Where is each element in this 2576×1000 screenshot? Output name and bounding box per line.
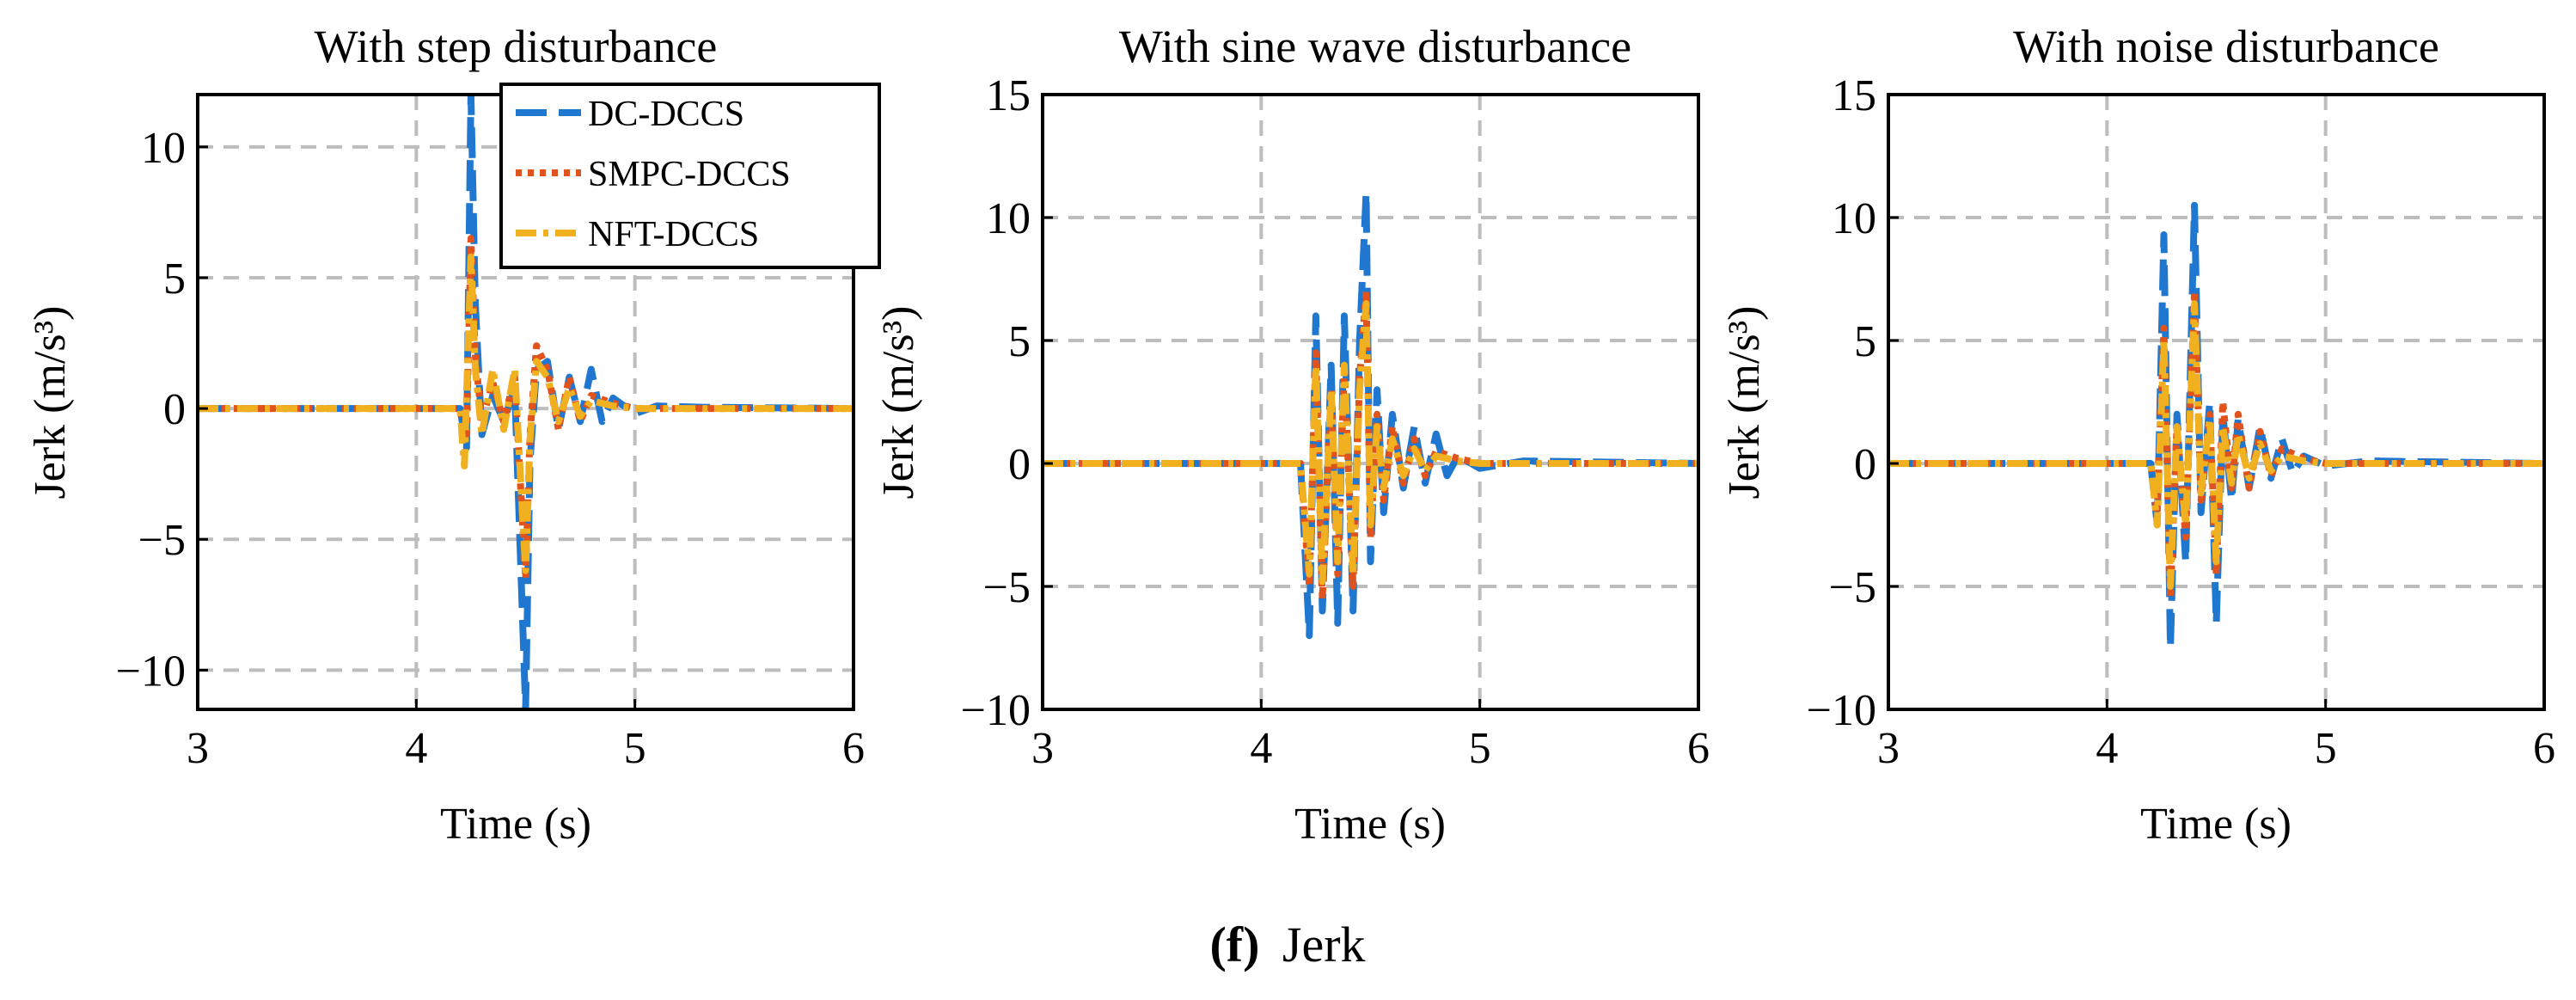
series-dc-dccs-line bbox=[1888, 201, 2544, 652]
x-tick-label: 6 bbox=[842, 724, 865, 773]
panel-noise: With noise disturbance 3 4 5 6 15 10 5 0 −5 −10 T… bbox=[1720, 21, 2555, 849]
series-nft-dccs-line bbox=[1888, 300, 2544, 590]
y-tick-label: 15 bbox=[986, 71, 1031, 120]
y-tick-label: 10 bbox=[141, 124, 186, 173]
x-tick-label: 5 bbox=[2315, 724, 2337, 773]
series-dc-dccs-line bbox=[198, 95, 854, 709]
series-nft-dccs-line bbox=[1043, 300, 1698, 586]
x-axis-label: Time (s) bbox=[2140, 800, 2291, 849]
series-layer bbox=[1043, 189, 1698, 640]
panel-sine: With sine wave disturbance 3 4 5 6 15 10 5 0 −5 −… bbox=[874, 21, 1710, 849]
caption-label: (f) bbox=[1209, 917, 1259, 972]
x-tick-label: 5 bbox=[624, 724, 646, 773]
y-tick-label: 5 bbox=[1008, 317, 1031, 366]
plot-frame bbox=[1041, 93, 1700, 711]
x-tick-label: 3 bbox=[187, 724, 209, 773]
x-tick-label: 6 bbox=[2533, 724, 2555, 773]
legend-label-nft: NFT-DCCS bbox=[588, 215, 759, 255]
caption-text: Jerk bbox=[1282, 917, 1366, 972]
x-tick-label: 4 bbox=[2096, 724, 2118, 773]
y-tick-label: −10 bbox=[1807, 686, 1876, 735]
y-axis-label: Jerk (m/s³) bbox=[1720, 306, 1769, 500]
x-tick-label: 3 bbox=[1031, 724, 1054, 773]
plot-frame bbox=[1887, 93, 2546, 711]
series-nft-dccs-line bbox=[198, 253, 854, 574]
y-tick-label: 10 bbox=[986, 194, 1031, 243]
x-tick-label: 6 bbox=[1687, 724, 1710, 773]
legend-label-dc: DC-DCCS bbox=[588, 95, 744, 134]
y-tick-label: 0 bbox=[1854, 440, 1876, 489]
y-tick-label: −5 bbox=[983, 563, 1031, 612]
x-tick-label: 4 bbox=[1250, 724, 1272, 773]
y-tick-label: 10 bbox=[1832, 194, 1876, 243]
series-layer bbox=[1888, 201, 2544, 652]
y-tick-label: −10 bbox=[116, 647, 186, 696]
y-axis-label: Jerk (m/s³) bbox=[874, 306, 923, 500]
x-axis-label: Time (s) bbox=[440, 800, 591, 849]
y-tick-label: 0 bbox=[1008, 440, 1031, 489]
y-tick-label: −5 bbox=[138, 516, 186, 565]
x-tick-label: 5 bbox=[1469, 724, 1491, 773]
y-tick-label: 0 bbox=[163, 385, 186, 434]
y-tick-label: −5 bbox=[1829, 563, 1876, 612]
y-tick-label: 5 bbox=[163, 255, 186, 304]
figure-caption: (f) Jerk bbox=[1209, 917, 1365, 972]
panel-title: With noise disturbance bbox=[2013, 21, 2439, 72]
x-tick-label: 4 bbox=[405, 724, 427, 773]
x-tick-label: 3 bbox=[1877, 724, 1900, 773]
legend-label-smpc: SMPC-DCCS bbox=[588, 155, 791, 194]
y-tick-label: −10 bbox=[961, 686, 1031, 735]
panel-title: With step disturbance bbox=[315, 21, 718, 72]
y-axis-label: Jerk (m/s³) bbox=[26, 306, 75, 500]
tick-layer: 3 4 5 6 15 10 5 0 −5 −10 bbox=[961, 71, 1710, 773]
y-tick-label: 15 bbox=[1832, 71, 1876, 120]
tick-layer: 3 4 5 6 10 5 0 −5 −10 bbox=[116, 124, 865, 773]
y-tick-label: 5 bbox=[1854, 317, 1876, 366]
x-axis-label: Time (s) bbox=[1294, 800, 1446, 849]
panel-title: With sine wave disturbance bbox=[1119, 21, 1631, 72]
tick-layer: 3 4 5 6 15 10 5 0 −5 −10 bbox=[1807, 71, 2555, 773]
legend: DC-DCCS SMPC-DCCS NFT-DCCS bbox=[499, 83, 881, 269]
panel-step: With step disturbance 3 4 5 6 10 5 0 −5 −10 Time… bbox=[26, 21, 881, 849]
series-layer bbox=[198, 95, 854, 709]
